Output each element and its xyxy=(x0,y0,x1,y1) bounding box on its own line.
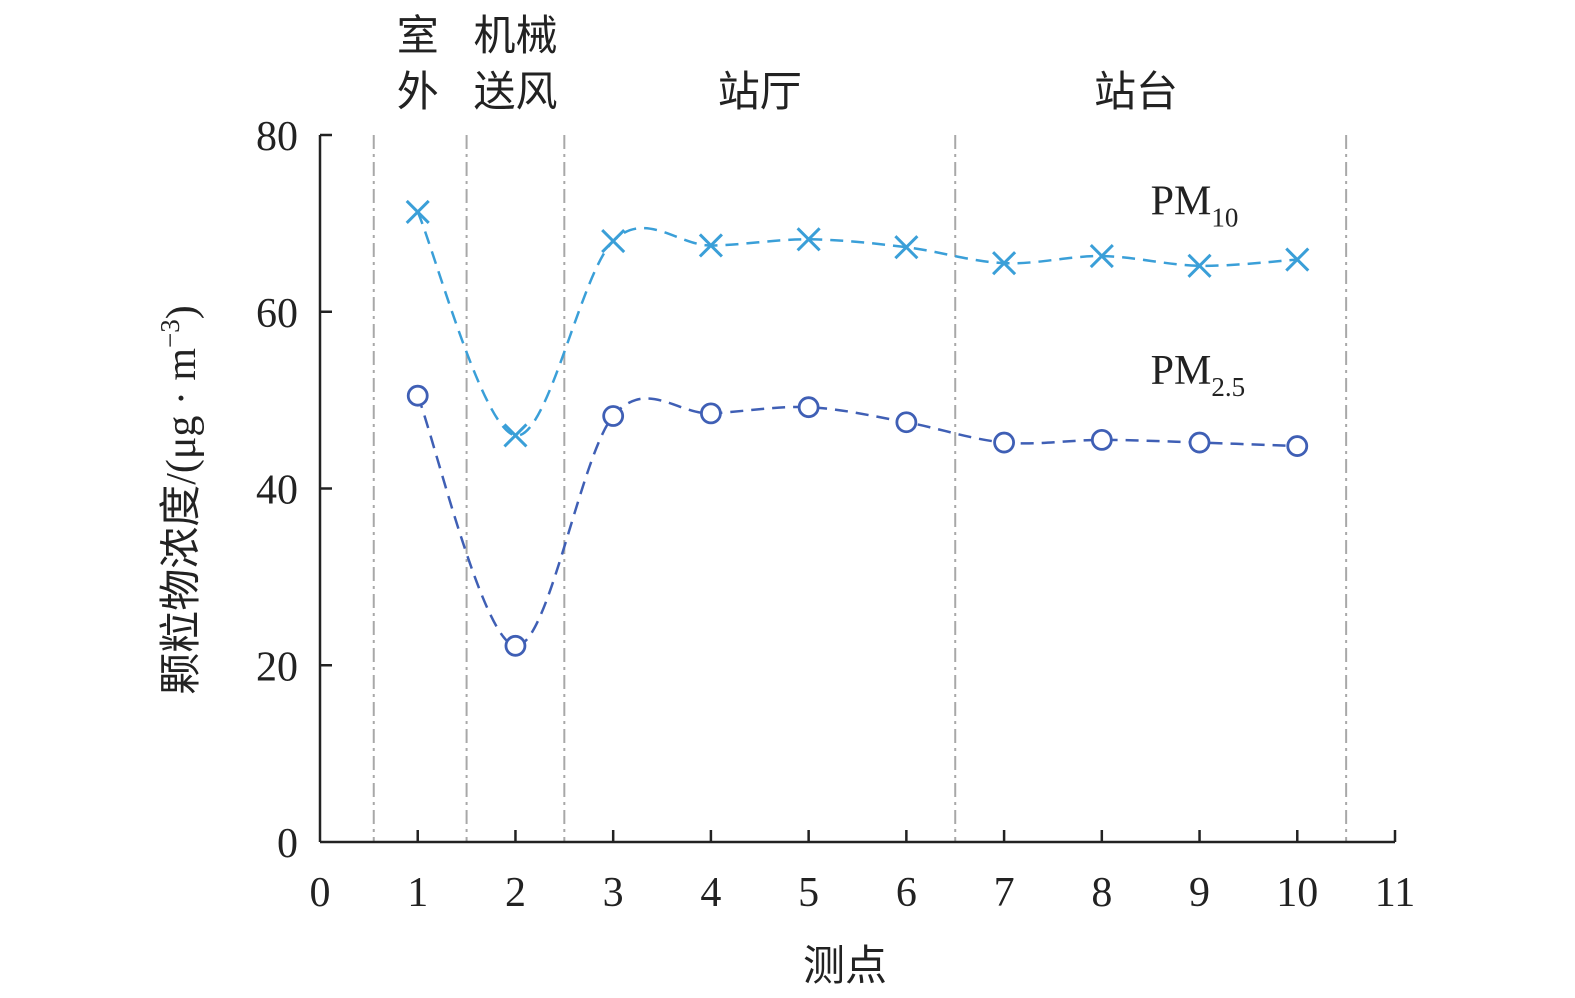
series-group: PM10 xyxy=(405,179,1310,448)
x-tick-label: 9 xyxy=(1189,870,1210,916)
data-point-circle-marker xyxy=(1188,431,1211,454)
zone-label: 外 xyxy=(397,70,439,116)
x-axis-title: 测点 xyxy=(803,944,887,990)
data-point-circle-marker xyxy=(1090,428,1113,451)
data-point-x-marker xyxy=(405,199,430,224)
x-tick-label: 1 xyxy=(407,870,428,916)
x-tick-label: 7 xyxy=(994,870,1015,916)
zone-label: 站台 xyxy=(1094,70,1178,116)
series-line xyxy=(416,395,1298,648)
x-tick-label: 11 xyxy=(1375,870,1415,916)
data-point-circle-marker xyxy=(993,431,1015,454)
data-point-circle-marker xyxy=(406,384,429,407)
series-label: PM10 xyxy=(1151,179,1239,233)
data-point-circle-marker xyxy=(1286,435,1309,457)
data-point-circle-marker xyxy=(504,634,527,657)
x-tick-label: 10 xyxy=(1276,870,1318,916)
series-line xyxy=(416,211,1298,437)
y-ticks-layer: 0 20 40 60 80 xyxy=(256,114,332,867)
y-axis-title-close: ) xyxy=(159,305,205,319)
y-tick-label: 60 xyxy=(256,291,298,337)
data-point-circle-marker xyxy=(797,396,820,419)
y-tick-label: 0 xyxy=(277,821,298,867)
y-axis-title-superscript: −3 xyxy=(155,319,185,348)
x-tick-label: 4 xyxy=(700,870,721,916)
data-point-x-marker xyxy=(601,228,626,254)
y-tick-label: 80 xyxy=(256,114,298,160)
x-tick-label: 8 xyxy=(1091,870,1112,916)
series-layer: PM10 PM2.5 xyxy=(405,179,1310,657)
x-ticks-layer: 0 1 2 3 4 5 6 7 8 9 10 11 xyxy=(310,830,1415,916)
zone-label: 送风 xyxy=(473,70,557,116)
x-tick-label: 3 xyxy=(603,870,624,916)
data-point-circle-marker xyxy=(700,402,722,425)
x-tick-label: 0 xyxy=(310,870,331,916)
data-point-x-marker xyxy=(503,423,528,448)
data-point-x-marker xyxy=(992,251,1017,276)
data-point-x-marker xyxy=(894,235,919,260)
y-axis-title: 颗粒物浓度/(μg · m−3) xyxy=(155,305,205,695)
y-axis-title-main: 颗粒物浓度/(μg · m xyxy=(159,348,205,695)
data-point-x-marker xyxy=(1089,244,1114,269)
data-point-circle-marker xyxy=(895,411,918,434)
data-point-x-marker xyxy=(1187,253,1212,278)
data-point-x-marker xyxy=(1285,247,1310,272)
zone-label: 机械 xyxy=(473,14,557,60)
data-point-circle-marker xyxy=(602,405,625,427)
y-tick-label: 20 xyxy=(256,644,298,690)
y-tick-label: 40 xyxy=(256,468,298,514)
zone-label: 站厅 xyxy=(718,70,802,116)
x-tick-label: 6 xyxy=(896,870,917,916)
data-point-x-marker xyxy=(698,233,723,258)
dividers-layer xyxy=(372,135,1348,842)
x-tick-label: 5 xyxy=(798,870,819,916)
x-tick-label: 2 xyxy=(505,870,526,916)
data-point-x-marker xyxy=(796,227,821,252)
zone-label: 室 xyxy=(397,13,439,60)
series-label: PM2.5 xyxy=(1151,348,1245,402)
series-group: PM2.5 xyxy=(406,348,1309,657)
